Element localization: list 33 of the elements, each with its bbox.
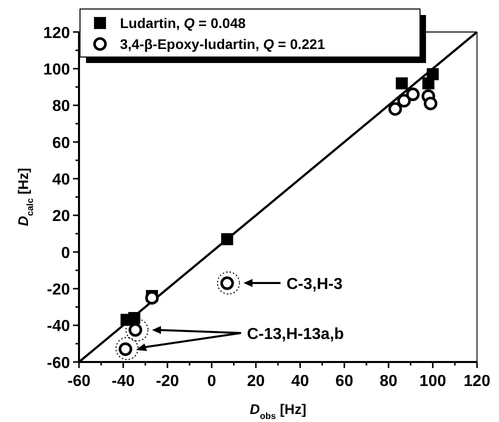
x-axis-title: D$_{obs}$ [Hz] <box>250 401 306 421</box>
y-tick-label: 60 <box>52 134 70 152</box>
x-tick-label: 0 <box>207 373 216 390</box>
x-tick-label: 100 <box>419 373 446 390</box>
y-tick-label: -20 <box>46 281 70 298</box>
x-tick-label: -40 <box>112 373 135 390</box>
y-tick-label: 40 <box>52 171 70 188</box>
x-tick-label: 40 <box>291 373 310 390</box>
y-tick-label: 80 <box>52 98 70 116</box>
point <box>128 312 140 324</box>
x-tick-label: 20 <box>246 373 265 390</box>
point <box>422 77 434 90</box>
annotation: C-13,H-13a,b <box>247 326 344 343</box>
y-tick-label: -60 <box>46 354 70 372</box>
legend-label: Ludartin, Q = 0.048 <box>120 15 246 32</box>
point <box>397 94 411 108</box>
point <box>424 96 438 110</box>
y-tick-label: 0 <box>61 244 70 262</box>
legend-label: 3,4-β-Epoxy-ludartin, Q = 0.221 <box>120 36 326 52</box>
annotation: C-3,H-3 <box>286 276 343 293</box>
y-tick-label: 20 <box>52 208 70 226</box>
x-tick-label: -60 <box>67 373 91 390</box>
point <box>396 77 408 90</box>
x-tick-label: 120 <box>464 373 490 390</box>
x-tick-label: 60 <box>335 373 354 390</box>
point <box>388 102 402 116</box>
x-tick-label: 80 <box>380 373 398 390</box>
y-tick-label: 120 <box>43 24 70 42</box>
y-tick-label: -40 <box>46 318 70 336</box>
x-tick-label: -20 <box>156 373 180 390</box>
point <box>221 233 234 246</box>
point <box>406 88 420 102</box>
y-tick-label: 100 <box>43 61 70 78</box>
